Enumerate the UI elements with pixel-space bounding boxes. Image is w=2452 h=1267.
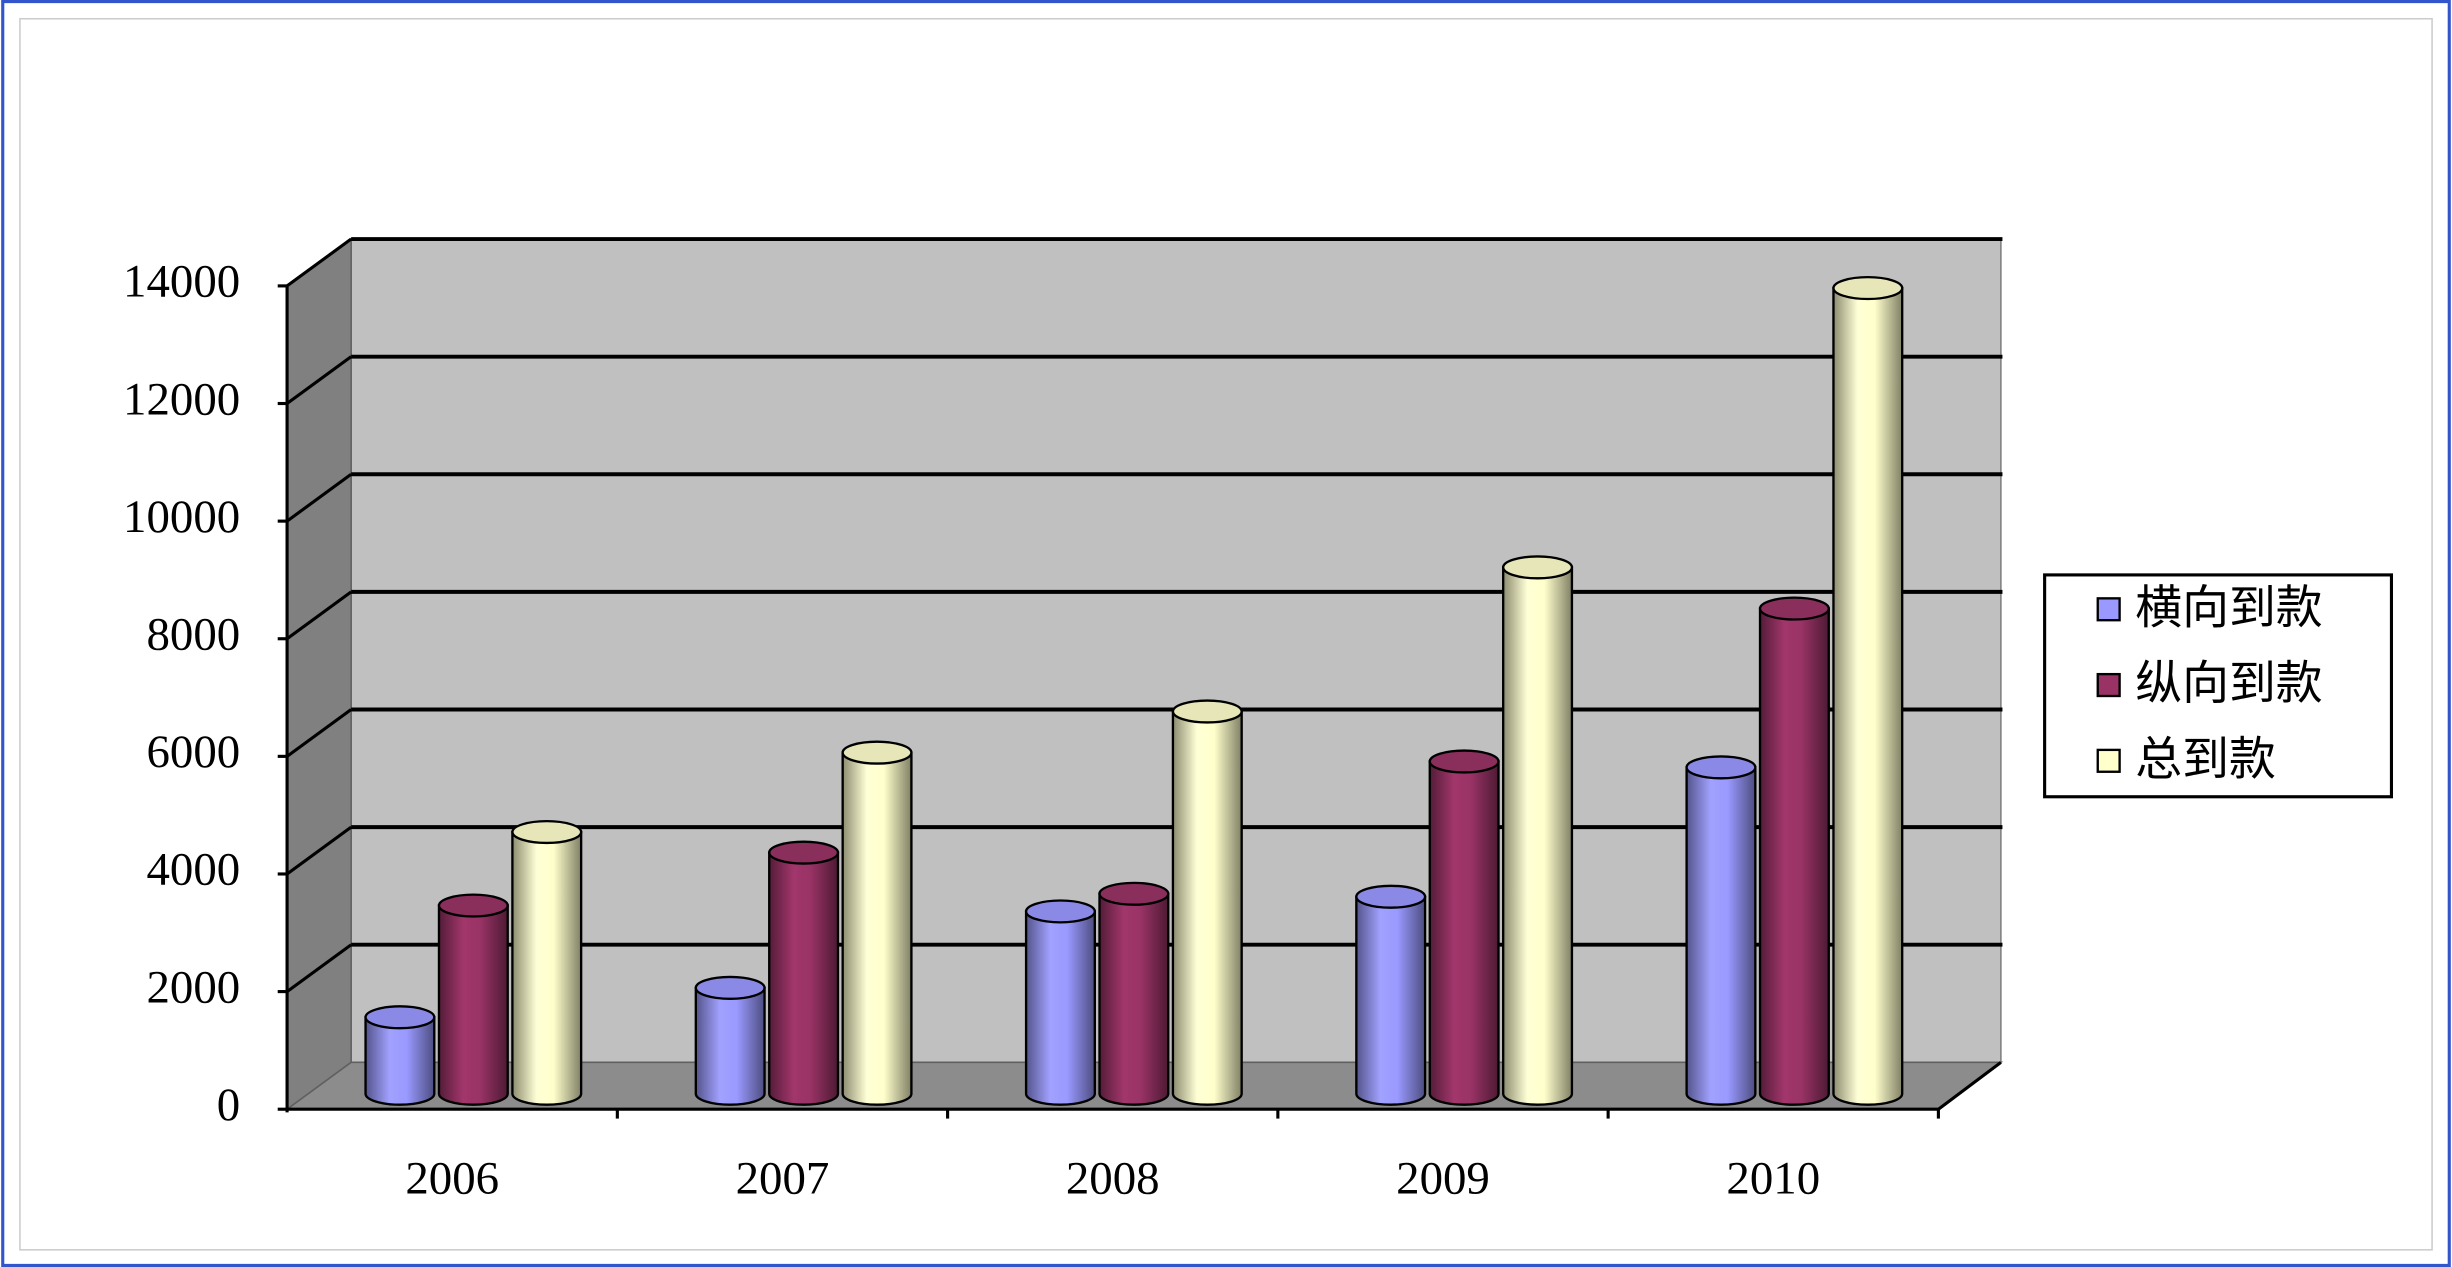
- legend-label: 纵向到款: [2135, 657, 2322, 711]
- bar-top: [1758, 596, 1830, 621]
- grid-line-side: [286, 943, 353, 993]
- y-tick-label: 0: [217, 1079, 240, 1131]
- grid-line-side: [286, 708, 353, 758]
- bar: [1024, 910, 1096, 1106]
- grid-line-side: [286, 355, 353, 405]
- bar: [1098, 892, 1170, 1106]
- floor-edge: [1937, 1061, 2002, 1111]
- y-tick-label: 12000: [123, 373, 240, 425]
- y-tick-label: 4000: [146, 844, 240, 896]
- grid-line-side: [286, 825, 353, 876]
- bar-top: [1428, 749, 1500, 774]
- grid-line-side: [286, 237, 353, 288]
- bar-top: [1685, 755, 1757, 780]
- grid-line-side: [286, 590, 353, 641]
- x-tick-label: 2007: [736, 1152, 830, 1204]
- bar: [364, 1016, 436, 1106]
- y-tick-label: 14000: [123, 256, 240, 308]
- y-tick-label: 2000: [146, 961, 240, 1013]
- bar: [1428, 760, 1500, 1106]
- bar: [694, 986, 766, 1106]
- bar-top: [1171, 699, 1243, 724]
- bar-top: [364, 1005, 436, 1030]
- bar-top: [437, 893, 509, 918]
- bar-top: [768, 840, 840, 865]
- bar-top: [1098, 881, 1170, 906]
- bar: [437, 904, 509, 1106]
- bar-top: [1502, 555, 1574, 580]
- legend-swatch: [2096, 748, 2121, 773]
- bar: [1502, 566, 1574, 1106]
- bar-top: [841, 740, 913, 765]
- bar: [1171, 710, 1243, 1106]
- bar-top: [511, 819, 583, 845]
- bar-top: [1024, 899, 1096, 924]
- x-tick-label: 2010: [1726, 1152, 1820, 1204]
- bar-top: [694, 975, 766, 1000]
- bar: [1355, 895, 1427, 1106]
- legend-label: 横向到款: [2135, 581, 2322, 635]
- bar-top: [1355, 884, 1427, 909]
- y-tick-label: 8000: [146, 608, 240, 660]
- bar: [1832, 286, 1904, 1106]
- y-tick-label: 10000: [123, 491, 240, 543]
- bar: [768, 851, 840, 1106]
- x-tick-label: 2008: [1066, 1152, 1160, 1204]
- legend-label: 总到款: [2135, 733, 2276, 787]
- bar-top: [1832, 275, 1904, 301]
- legend-swatch: [2096, 672, 2121, 698]
- side-wall: [286, 237, 352, 1111]
- bar: [841, 751, 913, 1106]
- y-tick-label: 6000: [146, 726, 240, 778]
- bar: [1758, 607, 1830, 1106]
- x-tick-label: 2006: [405, 1152, 499, 1204]
- legend-swatch: [2096, 597, 2121, 622]
- x-tick-label: 2009: [1396, 1152, 1490, 1204]
- grid-line-side: [286, 472, 353, 523]
- bar: [511, 830, 583, 1106]
- bar: [1685, 766, 1757, 1106]
- inner-frame: [19, 17, 2433, 1251]
